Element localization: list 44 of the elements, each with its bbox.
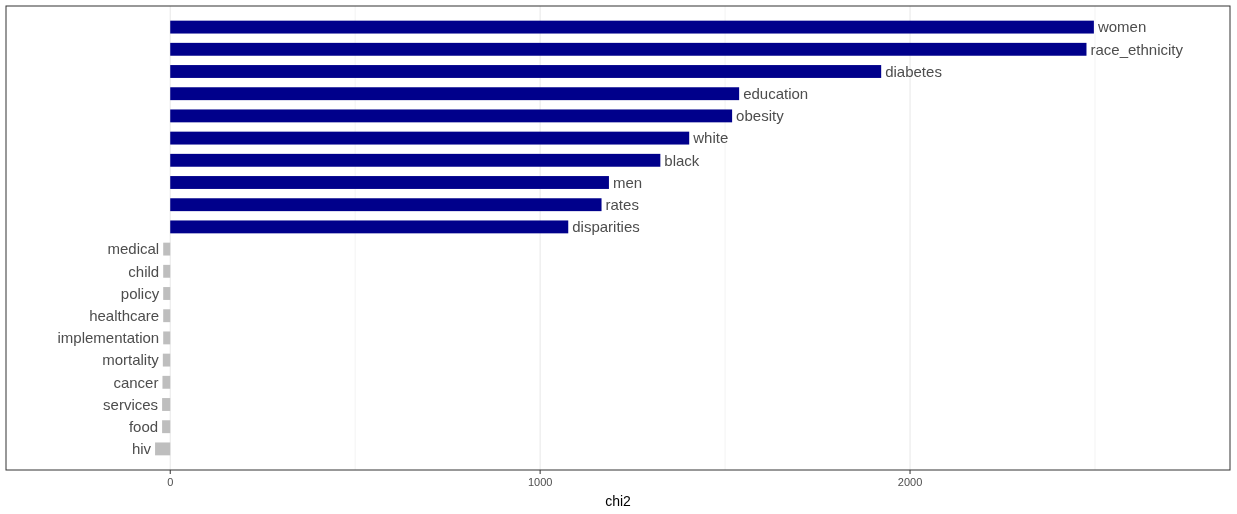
bar	[162, 375, 171, 389]
x-axis-title: chi2	[605, 493, 632, 509]
y-tick-label: black	[664, 151, 700, 169]
bar	[155, 442, 171, 456]
y-tick-label: healthcare	[89, 306, 160, 324]
bar	[170, 131, 690, 145]
y-tick-label: medical	[107, 240, 160, 258]
x-tick-label: 1000	[527, 476, 553, 488]
y-tick-label: policy	[120, 284, 160, 302]
y-tick-label: implementation	[57, 329, 160, 347]
y-tick-label: men	[612, 173, 643, 191]
y-tick-label: food	[128, 417, 159, 435]
y-tick-label: services	[103, 395, 159, 413]
y-tick-label: race_ethnicity	[1090, 40, 1184, 58]
bar	[170, 220, 569, 234]
bar	[170, 109, 733, 123]
y-tick-label: child	[128, 262, 160, 280]
x-tick-label: 0	[167, 476, 174, 488]
bar	[170, 176, 609, 189]
y-tick-label: disparities	[572, 218, 640, 236]
y-tick-label: obesity	[736, 107, 785, 125]
bar	[163, 331, 171, 345]
bar	[162, 398, 171, 411]
bar	[170, 65, 882, 78]
bar	[170, 198, 602, 212]
bar	[163, 242, 171, 256]
y-tick-label: hiv	[131, 440, 152, 458]
x-tick-label: 2000	[897, 476, 923, 488]
bar	[162, 420, 171, 434]
y-tick-label: rates	[605, 195, 639, 213]
bar	[163, 309, 171, 323]
bar	[170, 87, 740, 101]
y-tick-label: diabetes	[885, 62, 942, 80]
bar	[170, 153, 661, 167]
bar	[170, 42, 1087, 56]
y-tick-label: women	[1096, 18, 1147, 36]
bar	[170, 20, 1094, 34]
y-tick-label: cancer	[113, 373, 159, 391]
bar	[163, 287, 171, 300]
y-tick-label: white	[692, 129, 729, 147]
y-tick-label: education	[743, 84, 809, 102]
y-tick-label: mortality	[102, 351, 160, 369]
bar	[162, 353, 171, 367]
bar	[163, 264, 171, 278]
